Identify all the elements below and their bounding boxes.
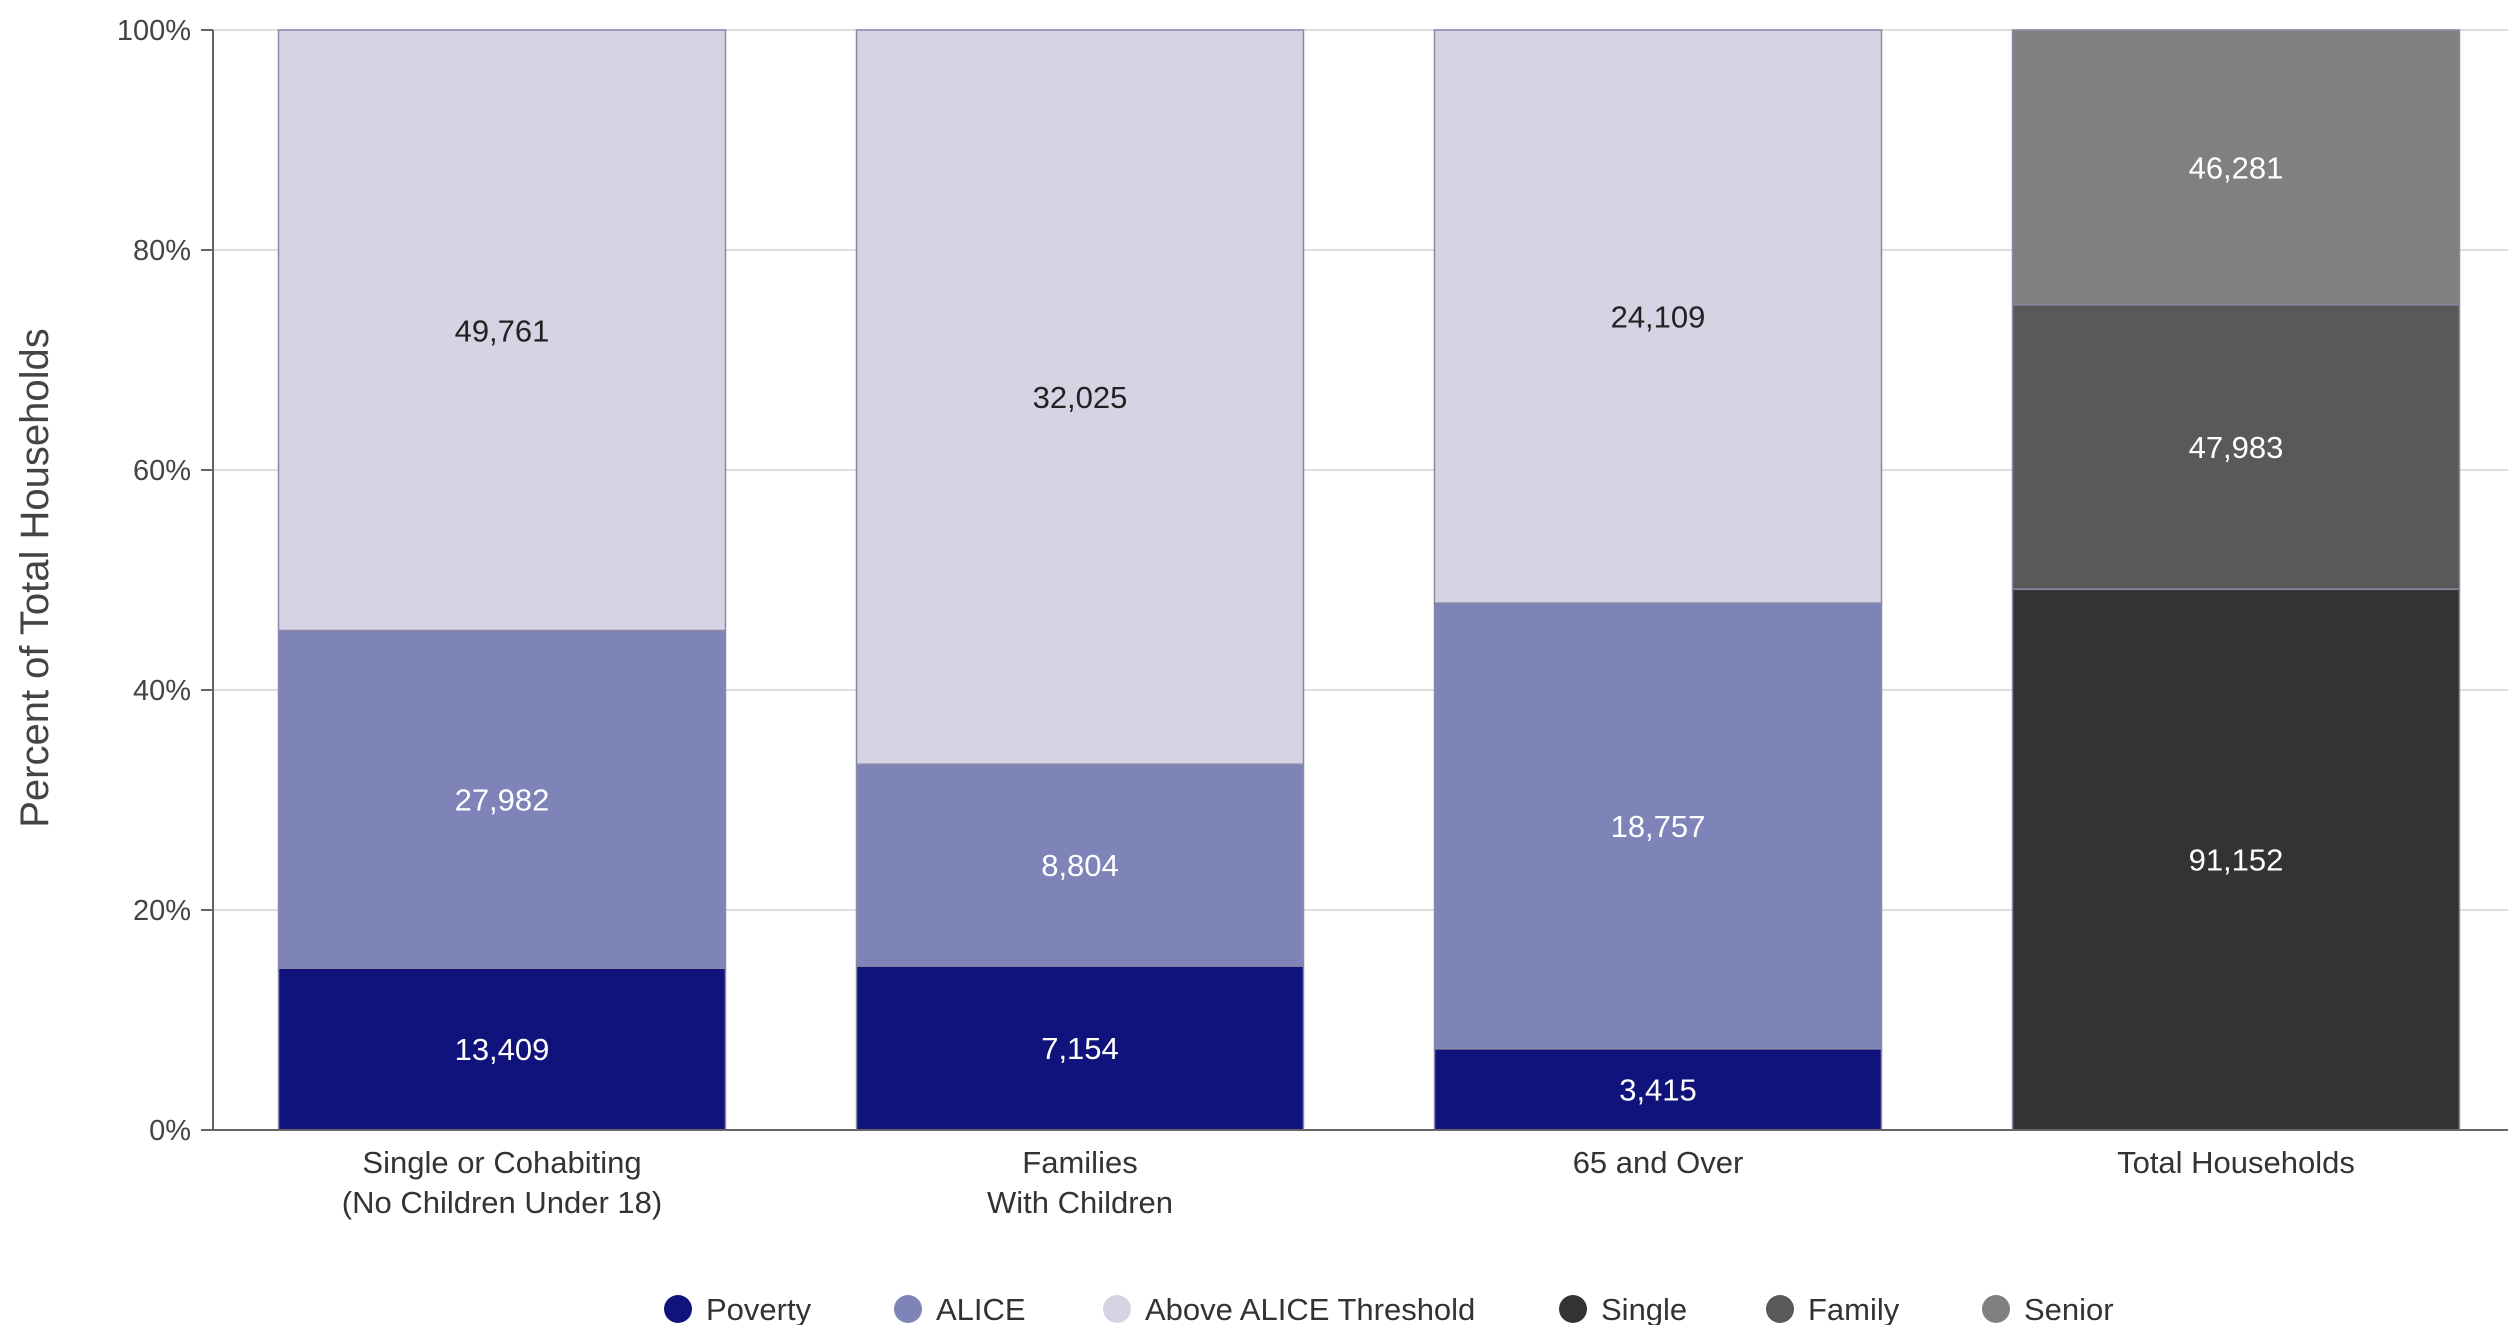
data-label: 32,025 bbox=[1033, 380, 1128, 415]
x-category-label: (No Children Under 18) bbox=[342, 1185, 662, 1220]
data-label: 91,152 bbox=[2189, 843, 2284, 878]
data-label: 49,761 bbox=[455, 313, 550, 348]
legend-label: Family bbox=[1808, 1292, 1900, 1325]
bar-segment bbox=[277, 629, 727, 969]
bar-segment bbox=[277, 29, 727, 632]
y-tick-label: 80% bbox=[133, 235, 191, 267]
legend-item: ALICE bbox=[894, 1292, 1026, 1325]
y-tick-label: 0% bbox=[149, 1115, 191, 1147]
axes bbox=[212, 30, 2508, 1131]
data-label: 27,982 bbox=[455, 782, 550, 817]
bar-2: 7,154 8,804 32,025 bbox=[855, 29, 1305, 1131]
legend-item: Poverty bbox=[664, 1292, 812, 1325]
legend-swatch-icon bbox=[1559, 1295, 1587, 1323]
legend-label: Poverty bbox=[706, 1292, 812, 1325]
data-label: 46,281 bbox=[2189, 150, 2284, 185]
bar-segment bbox=[2011, 29, 2461, 306]
legend-swatch-icon bbox=[1982, 1295, 2010, 1323]
y-tick-label: 100% bbox=[117, 15, 191, 47]
legend-item: Single bbox=[1559, 1292, 1687, 1325]
bar-segment bbox=[855, 29, 1305, 765]
data-label: 47,983 bbox=[2189, 430, 2284, 465]
y-tick-label: 20% bbox=[133, 895, 191, 927]
bar-segment bbox=[277, 967, 727, 1131]
data-label: 7,154 bbox=[1041, 1031, 1119, 1066]
legend-item: Senior bbox=[1982, 1292, 2114, 1325]
bar-3: 3,415 18,757 24,109 bbox=[1433, 29, 1883, 1131]
bar-segment bbox=[1433, 1048, 1883, 1131]
legend-label: Single bbox=[1601, 1292, 1687, 1325]
bar-4: 91,152 47,983 46,281 bbox=[2011, 29, 2461, 1131]
y-tick-label: 40% bbox=[133, 675, 191, 707]
legend-label: Senior bbox=[2024, 1292, 2114, 1325]
data-label: 24,109 bbox=[1611, 300, 1706, 335]
bar-segment bbox=[2011, 588, 2461, 1131]
x-category-label: With Children bbox=[987, 1185, 1173, 1220]
y-axis-title: Percent of Total Households bbox=[13, 328, 57, 828]
bar-segment bbox=[2011, 303, 2461, 590]
legend-label: ALICE bbox=[936, 1292, 1026, 1325]
x-category-label: 65 and Over bbox=[1573, 1145, 1744, 1180]
category-labels: Single or Cohabiting (No Children Under 1… bbox=[342, 1145, 2355, 1220]
legend: Poverty ALICE Above ALICE Threshold Single F… bbox=[664, 1292, 2114, 1325]
legend-item: Above ALICE Threshold bbox=[1103, 1292, 1475, 1325]
bar-1: 13,409 27,982 49,761 bbox=[277, 29, 727, 1131]
x-category-label: Families bbox=[1022, 1145, 1137, 1180]
x-category-label: Total Households bbox=[2117, 1145, 2355, 1180]
x-category-label: Single or Cohabiting bbox=[362, 1145, 641, 1180]
legend-label: Above ALICE Threshold bbox=[1145, 1292, 1475, 1325]
bar-segment bbox=[1433, 29, 1883, 604]
y-tick-labels: 0% 20% 40% 60% 80% 100% bbox=[117, 15, 191, 1147]
data-label: 8,804 bbox=[1041, 848, 1119, 883]
y-tick-label: 60% bbox=[133, 455, 191, 487]
legend-swatch-icon bbox=[1103, 1295, 1131, 1323]
data-label: 3,415 bbox=[1619, 1072, 1697, 1107]
legend-item: Family bbox=[1766, 1292, 1900, 1325]
data-label: 18,757 bbox=[1611, 809, 1706, 844]
bar-segment bbox=[855, 763, 1305, 967]
data-label: 13,409 bbox=[455, 1032, 550, 1067]
legend-swatch-icon bbox=[664, 1295, 692, 1323]
bar-segment bbox=[1433, 602, 1883, 1050]
legend-swatch-icon bbox=[894, 1295, 922, 1323]
bar-segment bbox=[855, 965, 1305, 1131]
legend-swatch-icon bbox=[1766, 1295, 1794, 1323]
bars: 13,409 27,982 49,761 7,154 8,804 32,025 3,415 1… bbox=[277, 29, 2461, 1131]
